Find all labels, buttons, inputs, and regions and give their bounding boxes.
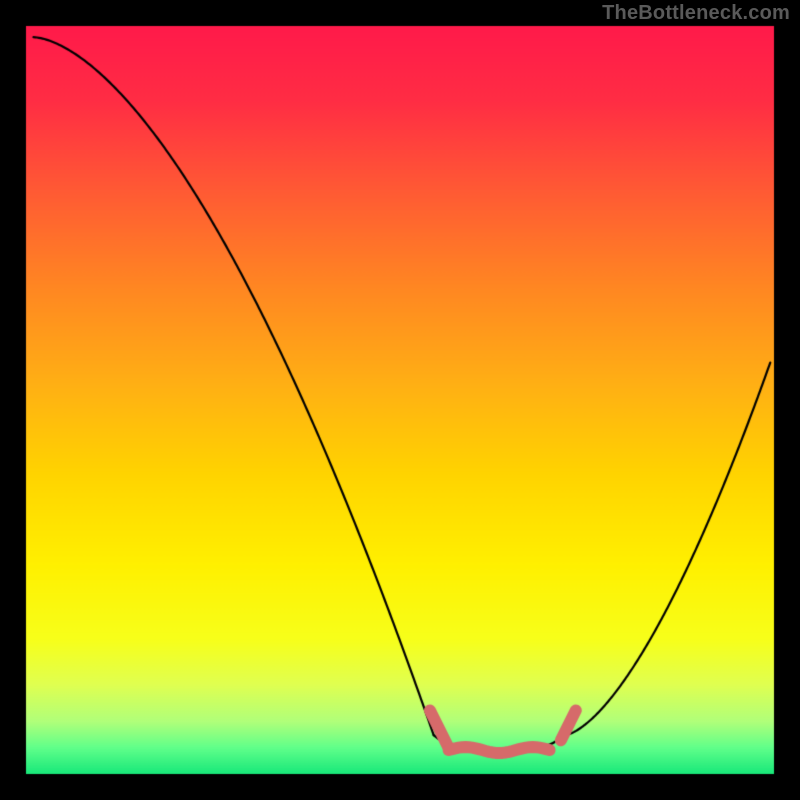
watermark-text: TheBottleneck.com	[602, 2, 790, 25]
bottleneck-curve-chart	[0, 0, 800, 800]
